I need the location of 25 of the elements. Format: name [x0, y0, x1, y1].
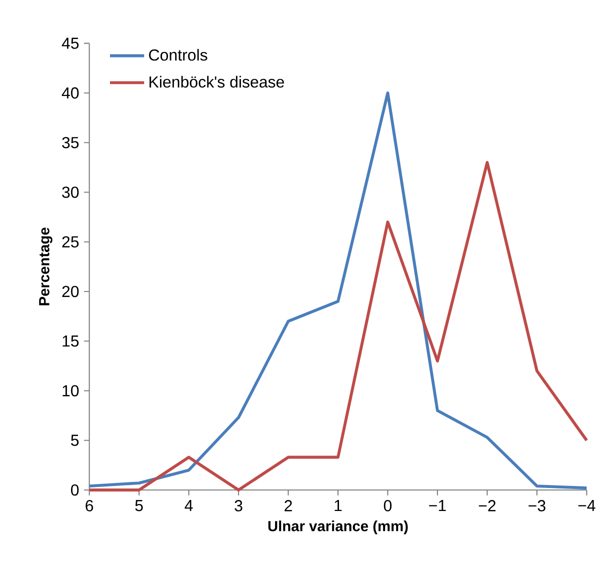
x-tick-label: 5: [135, 500, 143, 512]
x-tick-label: −1: [429, 500, 446, 512]
x-tick-label: −3: [528, 500, 546, 512]
y-tick-label: 35: [62, 136, 79, 148]
y-tick-label: 10: [62, 385, 79, 396]
x-tick-label: −4: [578, 500, 596, 512]
legend-label: Controls: [149, 48, 208, 61]
x-tick-label: 4: [184, 500, 193, 512]
y-axis-title: Percentage: [39, 228, 52, 306]
y-tick-label: 15: [62, 336, 79, 347]
x-tick-label: −2: [478, 500, 496, 512]
x-tick-label: 3: [234, 500, 242, 512]
x-tick-label: 0: [384, 500, 392, 512]
x-tick-label: 2: [284, 500, 292, 512]
y-tick-label: 30: [62, 186, 79, 198]
x-axis-title: Ulnar variance (mm): [268, 520, 408, 534]
x-tick-label: 1: [334, 500, 342, 512]
x-tick-label: 6: [86, 500, 94, 512]
y-tick-label: 45: [62, 38, 79, 49]
y-tick-label: 5: [71, 434, 79, 446]
y-tick-label: 40: [62, 87, 79, 99]
y-tick-label: 20: [62, 286, 79, 298]
y-tick-label: 0: [71, 484, 79, 496]
y-tick-label: 25: [62, 236, 79, 248]
legend-label: Kienböck's disease: [150, 76, 284, 88]
